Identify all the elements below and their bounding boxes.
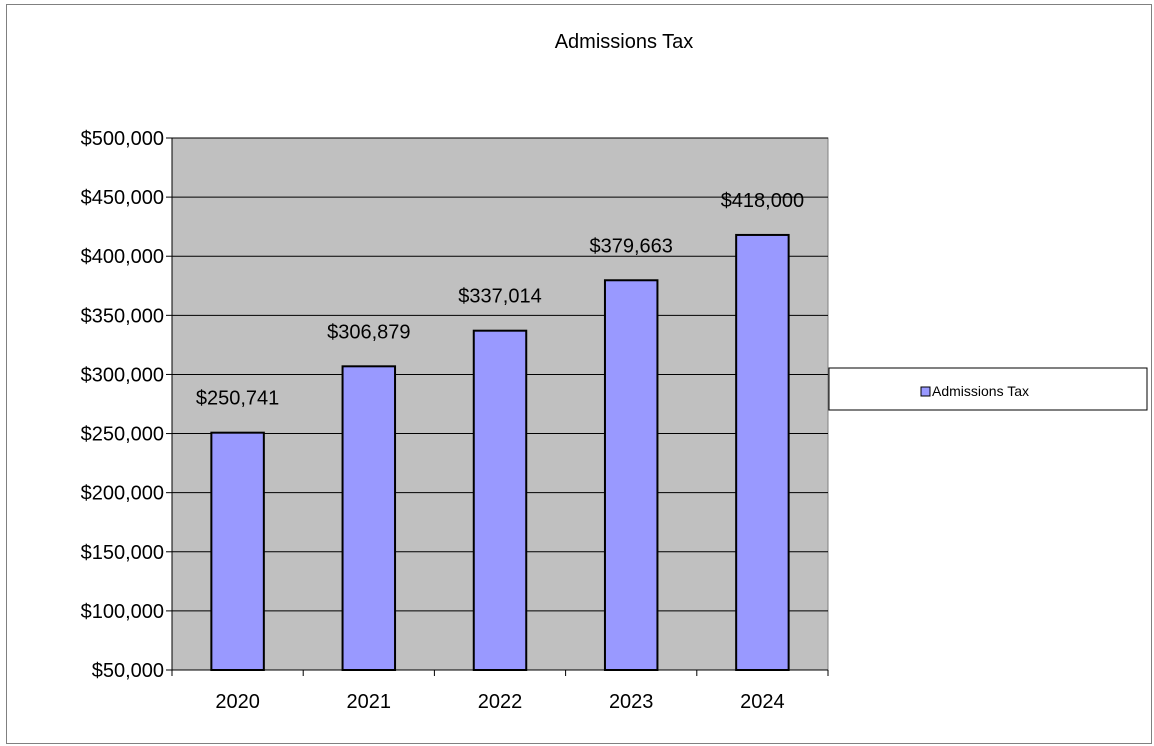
x-tick-label-2020: 2020 xyxy=(215,691,260,713)
bar-2020 xyxy=(210,431,265,671)
y-axis-tick-labels: $50,000 $100,000 $150,000 $200,000 $250,000 $… xyxy=(81,128,164,682)
x-tick-label-2022: 2022 xyxy=(478,691,523,713)
bar-2022 xyxy=(472,329,528,671)
data-label-2020: $250,741 xyxy=(196,388,279,410)
x-tick-label-2024: 2024 xyxy=(740,691,785,713)
x-tick-label-2023: 2023 xyxy=(609,691,654,713)
x-tick-label-2021: 2021 xyxy=(347,691,392,713)
y-tick-label: $350,000 xyxy=(81,305,164,327)
legend-label: Admissions Tax xyxy=(932,383,1029,399)
data-label-2023: $379,663 xyxy=(589,235,672,257)
y-tick-label: $500,000 xyxy=(81,128,164,150)
data-label-2022: $337,014 xyxy=(458,286,541,308)
bar-2023 xyxy=(603,279,659,671)
data-label-2021: $306,879 xyxy=(327,321,410,343)
y-tick-label: $50,000 xyxy=(92,660,164,682)
y-tick-label: $250,000 xyxy=(81,424,164,446)
data-label-2024: $418,000 xyxy=(721,190,804,212)
bar-2024 xyxy=(735,233,790,671)
chart-title: Admissions Tax xyxy=(555,31,694,53)
legend: Admissions Tax xyxy=(828,367,1148,411)
y-tick-label: $450,000 xyxy=(81,187,164,209)
bars xyxy=(210,233,790,671)
x-axis-tick-labels: 2020 2021 2022 2023 2024 xyxy=(215,691,784,713)
bar-2021 xyxy=(341,365,397,671)
y-tick-label: $400,000 xyxy=(81,246,164,268)
y-tick-label: $300,000 xyxy=(81,364,164,386)
legend-swatch xyxy=(920,386,931,397)
y-tick-label: $150,000 xyxy=(81,542,164,564)
y-tick-label: $100,000 xyxy=(81,601,164,623)
data-labels: $250,741 $306,879 $337,014 $379,663 $418,000 xyxy=(196,190,804,410)
y-tick-label: $200,000 xyxy=(81,483,164,505)
legend-box xyxy=(828,367,1148,411)
